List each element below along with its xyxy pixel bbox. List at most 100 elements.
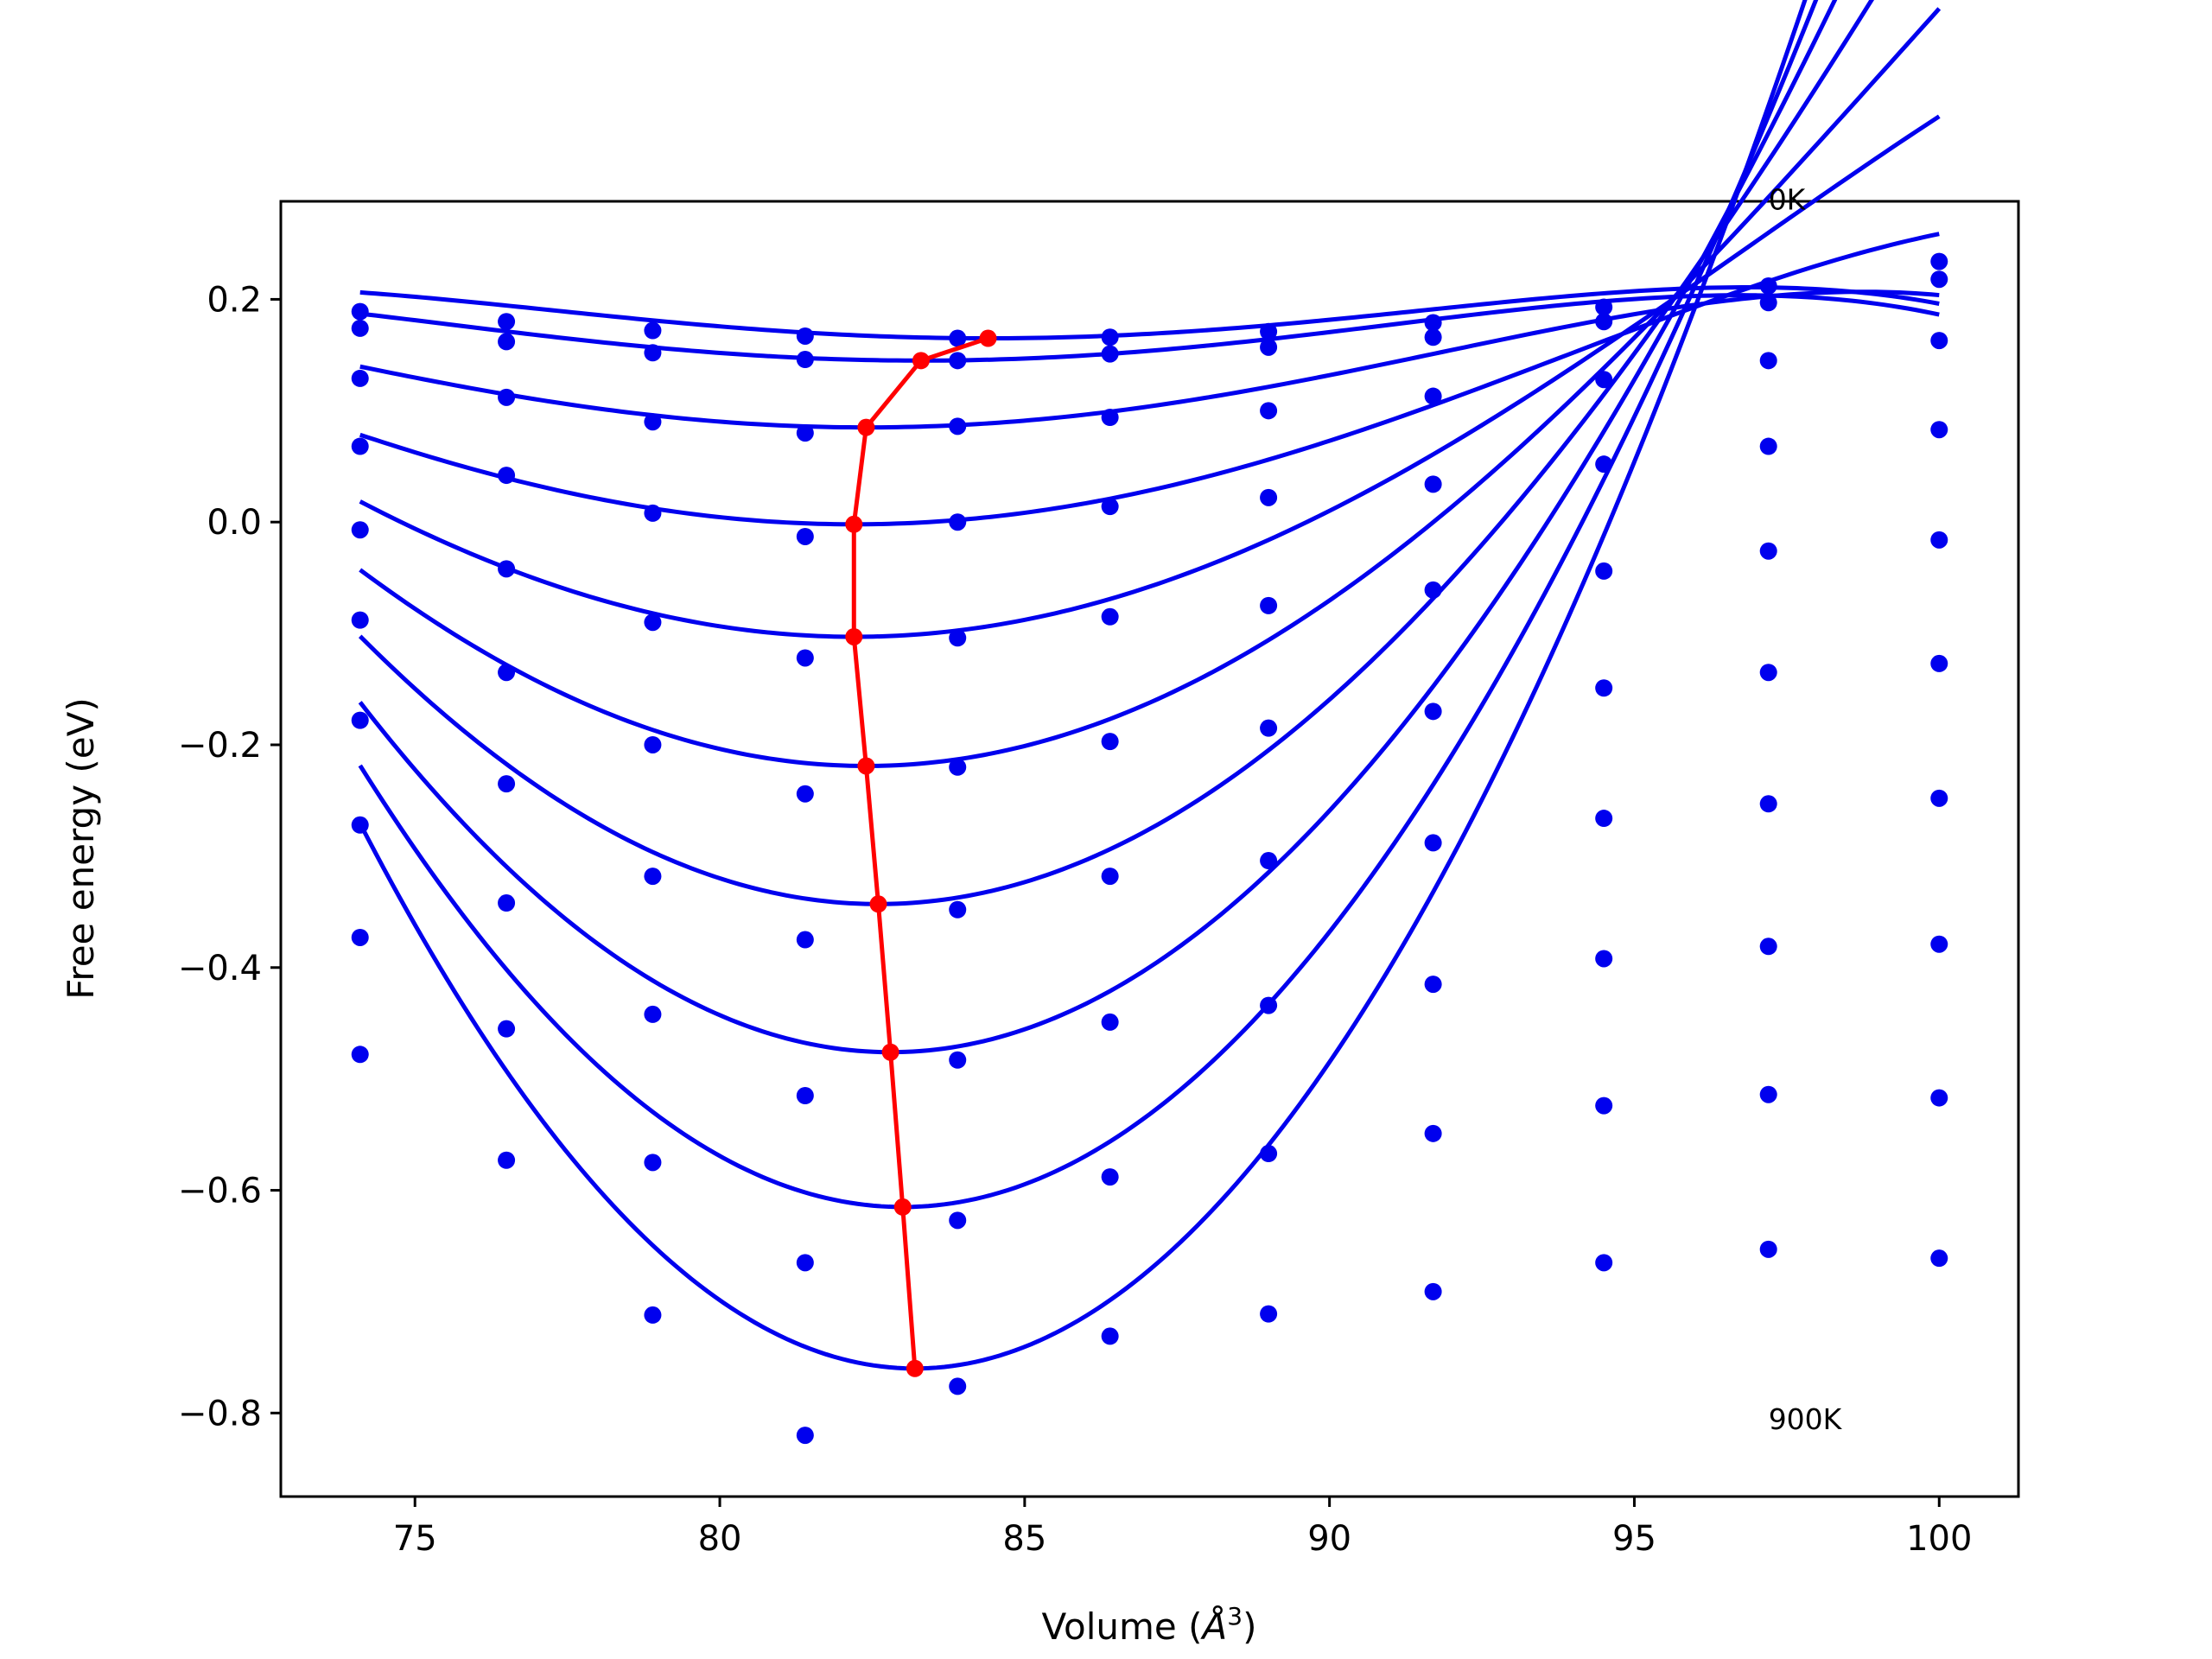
data-point-2-3: [796, 424, 814, 442]
data-point-2-5: [1101, 409, 1119, 427]
data-point-2-9: [1759, 352, 1777, 370]
y-tick-label-1: 0.0: [207, 503, 262, 543]
minima-point-8: [893, 1198, 912, 1216]
fit-curve-2: [359, 289, 1940, 430]
data-point-1-2: [644, 344, 662, 362]
data-point-3-2: [644, 504, 662, 522]
minima-point-1: [912, 352, 930, 370]
data-point-2-4: [949, 417, 967, 435]
data-point-9-4: [949, 1377, 967, 1395]
annotations: 0K 900K: [1769, 182, 1843, 1435]
data-point-4-7: [1424, 581, 1442, 599]
data-point-9-9: [1759, 1240, 1777, 1258]
fit-curve-9: [358, 0, 1808, 1371]
y-tick-label-4: −0.6: [178, 1172, 262, 1211]
data-point-3-10: [1930, 421, 1948, 439]
minima-path-line: [851, 336, 989, 1369]
data-point-7-0: [351, 816, 369, 834]
data-point-4-1: [498, 560, 516, 578]
data-point-5-2: [644, 735, 662, 753]
data-point-2-2: [644, 413, 662, 431]
x-tick-label-5: 100: [1906, 1519, 1972, 1559]
data-point-6-4: [949, 900, 967, 918]
data-point-6-8: [1595, 810, 1613, 828]
data-point-0-2: [644, 321, 662, 340]
plot-frame: [279, 200, 2020, 1498]
data-point-1-7: [1424, 328, 1442, 346]
data-point-1-4: [949, 352, 967, 370]
data-point-7-8: [1595, 950, 1613, 968]
data-point-8-1: [498, 1020, 516, 1038]
data-point-2-6: [1260, 402, 1278, 420]
y-tick-label-5: −0.8: [178, 1394, 262, 1433]
data-point-3-4: [949, 513, 967, 531]
data-point-7-3: [796, 1086, 814, 1104]
data-point-1-10: [1930, 270, 1948, 289]
data-point-5-10: [1930, 654, 1948, 672]
data-point-5-5: [1101, 733, 1119, 751]
data-point-8-4: [949, 1211, 967, 1230]
data-point-6-10: [1930, 789, 1948, 807]
data-point-4-10: [1930, 531, 1948, 549]
x-tick-label-1: 80: [698, 1519, 742, 1559]
data-point-0-9: [1759, 276, 1777, 295]
data-point-1-9: [1759, 294, 1777, 312]
y-tick-label-0: 0.2: [207, 280, 262, 320]
data-point-6-7: [1424, 834, 1442, 852]
fit-curves: [358, 0, 1942, 1371]
data-point-5-6: [1260, 719, 1278, 737]
data-point-4-3: [796, 649, 814, 667]
minima-point-2: [857, 418, 875, 436]
data-point-2-10: [1930, 332, 1948, 350]
data-point-2-8: [1595, 371, 1613, 389]
fit-curve-6: [358, 0, 1875, 906]
data-point-5-1: [498, 664, 516, 682]
data-point-9-0: [351, 1046, 369, 1064]
data-point-7-6: [1260, 996, 1278, 1014]
data-point-0-6: [1260, 322, 1278, 340]
data-point-3-6: [1260, 488, 1278, 506]
data-point-1-0: [351, 319, 369, 337]
data-point-0-3: [796, 327, 814, 345]
data-point-3-9: [1759, 437, 1777, 455]
data-point-9-2: [644, 1306, 662, 1324]
data-point-8-0: [351, 928, 369, 946]
data-point-8-9: [1759, 1085, 1777, 1103]
data-point-8-2: [644, 1154, 662, 1172]
data-point-5-3: [796, 785, 814, 803]
data-point-5-0: [351, 611, 369, 629]
y-tick-label-3: −0.4: [178, 949, 262, 988]
data-point-0-5: [1101, 328, 1119, 346]
data-point-1-8: [1595, 313, 1613, 331]
data-point-7-4: [949, 1051, 967, 1069]
fit-curve-4: [359, 114, 1941, 639]
data-point-0-10: [1930, 252, 1948, 270]
y-tick-label-2: −0.2: [178, 726, 262, 766]
data-point-8-8: [1595, 1096, 1613, 1115]
data-point-4-2: [644, 613, 662, 632]
data-point-6-0: [351, 711, 369, 729]
data-point-3-8: [1595, 455, 1613, 474]
x-tick-label-3: 90: [1307, 1519, 1351, 1559]
annotation-1: 900K: [1769, 1402, 1843, 1436]
minima-point-6: [869, 895, 887, 913]
x-axis-ticks: 75 80 85 90 95 100: [393, 1497, 1972, 1559]
annotation-0: 0K: [1769, 182, 1807, 216]
data-point-0-0: [351, 302, 369, 321]
x-tick-label-4: 95: [1612, 1519, 1656, 1559]
data-point-9-5: [1101, 1327, 1119, 1345]
data-point-5-8: [1595, 679, 1613, 697]
data-point-3-1: [498, 467, 516, 485]
data-point-4-6: [1260, 596, 1278, 614]
data-point-8-7: [1424, 1124, 1442, 1142]
data-point-7-2: [644, 1005, 662, 1023]
data-point-9-7: [1424, 1282, 1442, 1300]
data-point-6-1: [498, 775, 516, 793]
minima-point-9: [906, 1359, 924, 1377]
fit-curve-5: [359, 7, 1942, 768]
data-point-6-5: [1101, 868, 1119, 886]
data-point-9-8: [1595, 1254, 1613, 1272]
fit-curve-3: [359, 232, 1940, 527]
data-point-1-6: [1260, 338, 1278, 356]
